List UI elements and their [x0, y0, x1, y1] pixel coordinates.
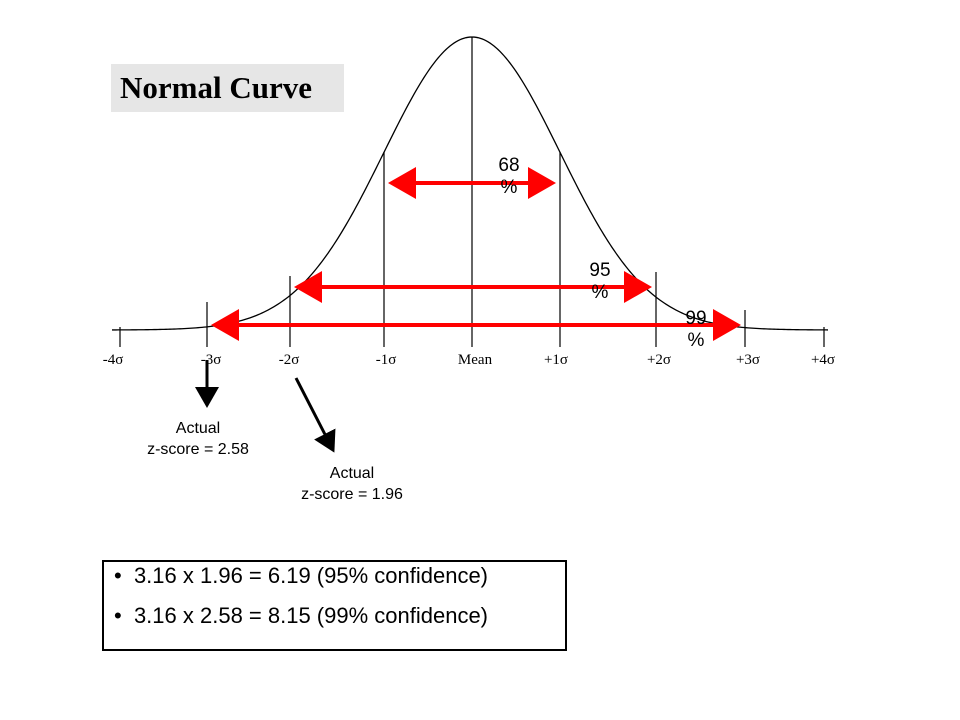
page-title: Normal Curve [120, 70, 312, 105]
axis-tick-plus-4: +4σ [810, 352, 836, 368]
axis-tick-minus-2: -2σ [278, 352, 300, 368]
percent-label-99: 99 % [676, 308, 716, 352]
range-arrows [211, 167, 741, 341]
percent-value: 95 [589, 260, 611, 281]
percent-label-68: 68 % [489, 155, 529, 199]
percent-unit: % [591, 282, 609, 303]
percent-unit: % [687, 330, 705, 351]
annotation-line-2: z-score = 2.58 [147, 441, 249, 458]
bullet-list: 3.16 x 1.96 = 6.19 (95% confidence) 3.16… [102, 561, 622, 641]
percent-unit: % [500, 177, 518, 198]
annotation-line-1: Actual [175, 420, 221, 437]
bullet-item: 3.16 x 1.96 = 6.19 (95% confidence) [102, 561, 622, 591]
annotation-line-2: z-score = 1.96 [301, 486, 403, 503]
bullet-item: 3.16 x 2.58 = 8.15 (99% confidence) [102, 601, 622, 631]
axis-tick-minus-1: -1σ [375, 352, 397, 368]
axis-tick-minus-4: -4σ [102, 352, 124, 368]
axis-tick-plus-2: +2σ [646, 352, 672, 368]
percent-value: 99 [685, 308, 707, 329]
axis-tick-mean: Mean [457, 352, 493, 368]
pointer-arrows [195, 360, 336, 453]
annotation-line-1: Actual [329, 465, 375, 482]
annotation-z-2-58: Actual z-score = 2.58 [118, 418, 278, 460]
annotation-z-1-96: Actual z-score = 1.96 [272, 463, 432, 505]
title-box: Normal Curve [111, 64, 344, 112]
percent-value: 68 [498, 155, 520, 176]
axis-tick-minus-3: -3σ [200, 352, 222, 368]
percent-label-95: 95 % [580, 260, 620, 304]
axis-tick-plus-1: +1σ [543, 352, 569, 368]
axis-tick-plus-3: +3σ [735, 352, 761, 368]
pointer-arrow-1-96 [294, 377, 336, 453]
